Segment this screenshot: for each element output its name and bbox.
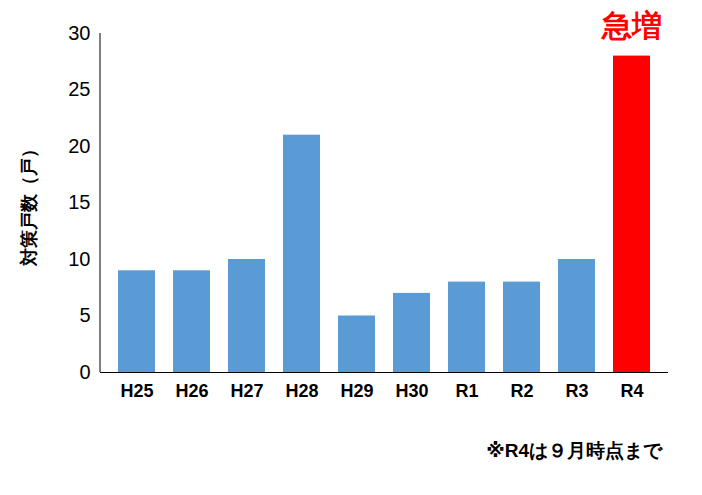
svg-text:25: 25	[68, 78, 90, 100]
svg-text:R4: R4	[620, 381, 643, 401]
svg-text:H29: H29	[340, 381, 373, 401]
svg-text:H25: H25	[120, 381, 153, 401]
svg-text:H26: H26	[175, 381, 208, 401]
svg-text:10: 10	[68, 248, 90, 270]
svg-text:H28: H28	[285, 381, 318, 401]
html-text:※R4は９月時点まで: ※R4は９月時点まで	[486, 440, 662, 461]
svg-text:5: 5	[79, 304, 90, 326]
svg-text:R1: R1	[455, 381, 478, 401]
svg-text:15: 15	[68, 191, 90, 213]
svg-text:H30: H30	[395, 381, 428, 401]
svg-text:20: 20	[68, 135, 90, 157]
svg-text:0: 0	[79, 361, 90, 383]
svg-text:対策戸数（戸）: 対策戸数（戸）	[19, 140, 39, 267]
svg-text:H27: H27	[230, 381, 263, 401]
svg-text:30: 30	[68, 22, 90, 44]
svg-text:急増: 急増	[601, 9, 662, 42]
svg-text:R2: R2	[510, 381, 533, 401]
svg-text:R3: R3	[565, 381, 588, 401]
